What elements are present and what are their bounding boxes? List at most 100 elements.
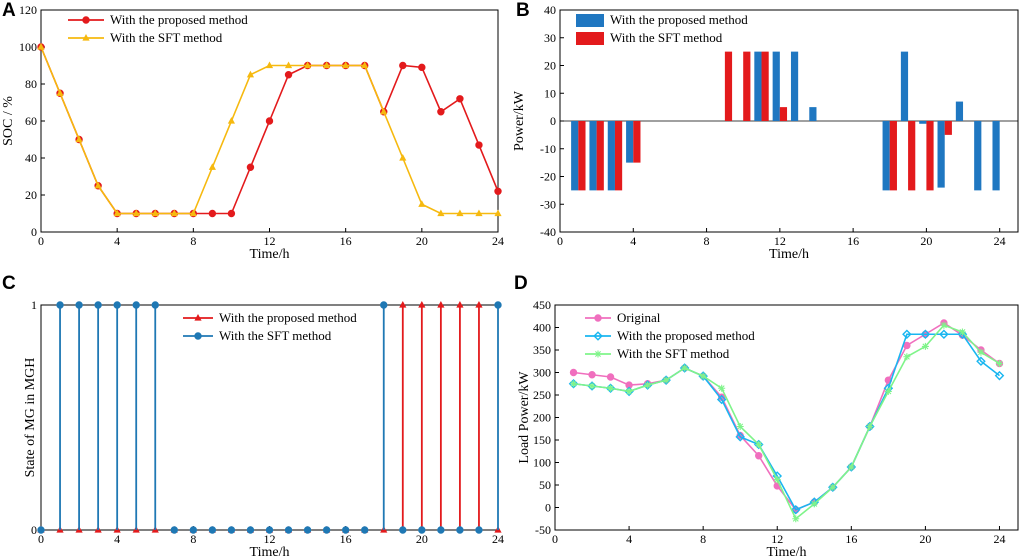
x-tick-label: 4 xyxy=(626,532,632,546)
legend-marker xyxy=(82,34,90,41)
bar xyxy=(633,121,641,163)
data-point xyxy=(958,328,966,336)
data-point xyxy=(903,353,911,361)
data-point xyxy=(644,381,652,389)
y-tick-label: 450 xyxy=(533,298,551,312)
stem-marker xyxy=(456,526,464,534)
data-point xyxy=(790,504,801,515)
legend-swatch xyxy=(576,14,604,27)
data-point xyxy=(208,163,216,170)
bar xyxy=(944,121,952,135)
stem-marker xyxy=(246,526,255,534)
data-point xyxy=(587,381,597,391)
y-tick-label: -50 xyxy=(535,523,551,537)
stem-marker xyxy=(94,301,102,309)
stem-marker xyxy=(380,301,388,309)
stem-marker xyxy=(227,526,236,534)
bar xyxy=(626,121,634,163)
panel-a: A 0 4 8 12 16 20 24 0 20 40 60 80 100 120 Time/h SOC / %… xyxy=(1,0,504,262)
y-tick-label: -20 xyxy=(540,170,556,184)
data-point xyxy=(284,61,293,69)
stem-marker xyxy=(208,526,217,534)
data-point xyxy=(418,200,426,207)
legend-marker xyxy=(594,314,602,322)
legend-label: With the SFT method xyxy=(610,30,723,45)
stem-marker xyxy=(437,301,445,308)
bar xyxy=(754,51,762,121)
bar xyxy=(900,51,909,121)
legend-label: With the SFT method xyxy=(110,30,223,45)
y-tick-label: -40 xyxy=(540,225,556,239)
data-point xyxy=(284,71,293,79)
data-point xyxy=(227,209,236,218)
data-point xyxy=(866,423,874,430)
bar xyxy=(937,121,945,188)
y-tick-label: 60 xyxy=(25,114,37,128)
stem-marker xyxy=(170,526,178,534)
data-point xyxy=(828,482,838,493)
data-point xyxy=(792,515,800,523)
y-tick-label: 250 xyxy=(533,388,551,402)
stem-marker xyxy=(303,526,312,534)
data-point xyxy=(865,421,875,432)
stem-marker xyxy=(151,301,159,309)
y-tick-label: 50 xyxy=(539,478,551,492)
y-tick-label: 300 xyxy=(533,366,551,380)
data-point xyxy=(475,209,483,217)
data-point xyxy=(995,360,1003,367)
x-tick-label: 24 xyxy=(492,234,504,248)
data-point xyxy=(679,363,690,373)
x-tick-label: 8 xyxy=(190,532,196,546)
data-point xyxy=(755,452,763,460)
data-point xyxy=(437,108,445,116)
data-point xyxy=(475,141,483,149)
data-point xyxy=(151,209,159,217)
stem-marker xyxy=(475,526,483,534)
y-tick-label: -10 xyxy=(540,142,556,156)
data-point xyxy=(342,61,350,69)
stem-marker xyxy=(322,526,331,534)
stem-marker xyxy=(341,526,350,534)
data-point xyxy=(208,209,217,218)
x-tick-label: 4 xyxy=(114,532,120,546)
legend-marker xyxy=(194,332,202,340)
y-tick-label: 150 xyxy=(533,433,551,447)
x-tick-label: 20 xyxy=(919,532,931,546)
series-line xyxy=(40,46,498,215)
data-point xyxy=(418,63,426,72)
legend-marker xyxy=(194,314,202,321)
x-tick-label: 12 xyxy=(264,532,276,546)
bar xyxy=(882,121,890,191)
data-point xyxy=(939,329,949,340)
data-point xyxy=(588,382,596,390)
panel-b: B 0 4 8 12 16 20 24 -40 -30 -20 -10 0 10 20 30 40 Time/h P… xyxy=(512,0,1019,262)
bar xyxy=(724,51,733,121)
data-point xyxy=(75,135,83,143)
y-tick-label: 0 xyxy=(31,523,37,537)
bar xyxy=(889,121,897,191)
data-point xyxy=(699,372,707,380)
data-point xyxy=(494,209,502,217)
data-point xyxy=(569,368,578,377)
y-tick-label: 100 xyxy=(533,456,551,470)
data-point xyxy=(957,329,968,340)
x-tick-label: 16 xyxy=(340,532,352,546)
series-line xyxy=(40,46,499,215)
data-point xyxy=(380,107,388,115)
series-line xyxy=(573,324,1000,521)
y-tick-label: 350 xyxy=(533,343,551,357)
legend-label: With the proposed method xyxy=(110,12,248,27)
stem-marker xyxy=(132,301,140,309)
data-point xyxy=(976,356,986,367)
legend-marker xyxy=(594,350,602,358)
data-point xyxy=(735,432,745,442)
legend-label: With the proposed method xyxy=(617,328,755,343)
data-point xyxy=(323,61,331,69)
x-axis-label: Time/h xyxy=(767,545,807,556)
data-point xyxy=(921,342,929,350)
x-tick-label: 12 xyxy=(774,234,786,248)
x-tick-label: 24 xyxy=(492,532,504,546)
stem-marker xyxy=(418,301,426,308)
data-point xyxy=(265,61,274,69)
x-axis-label: Time/h xyxy=(769,247,809,262)
